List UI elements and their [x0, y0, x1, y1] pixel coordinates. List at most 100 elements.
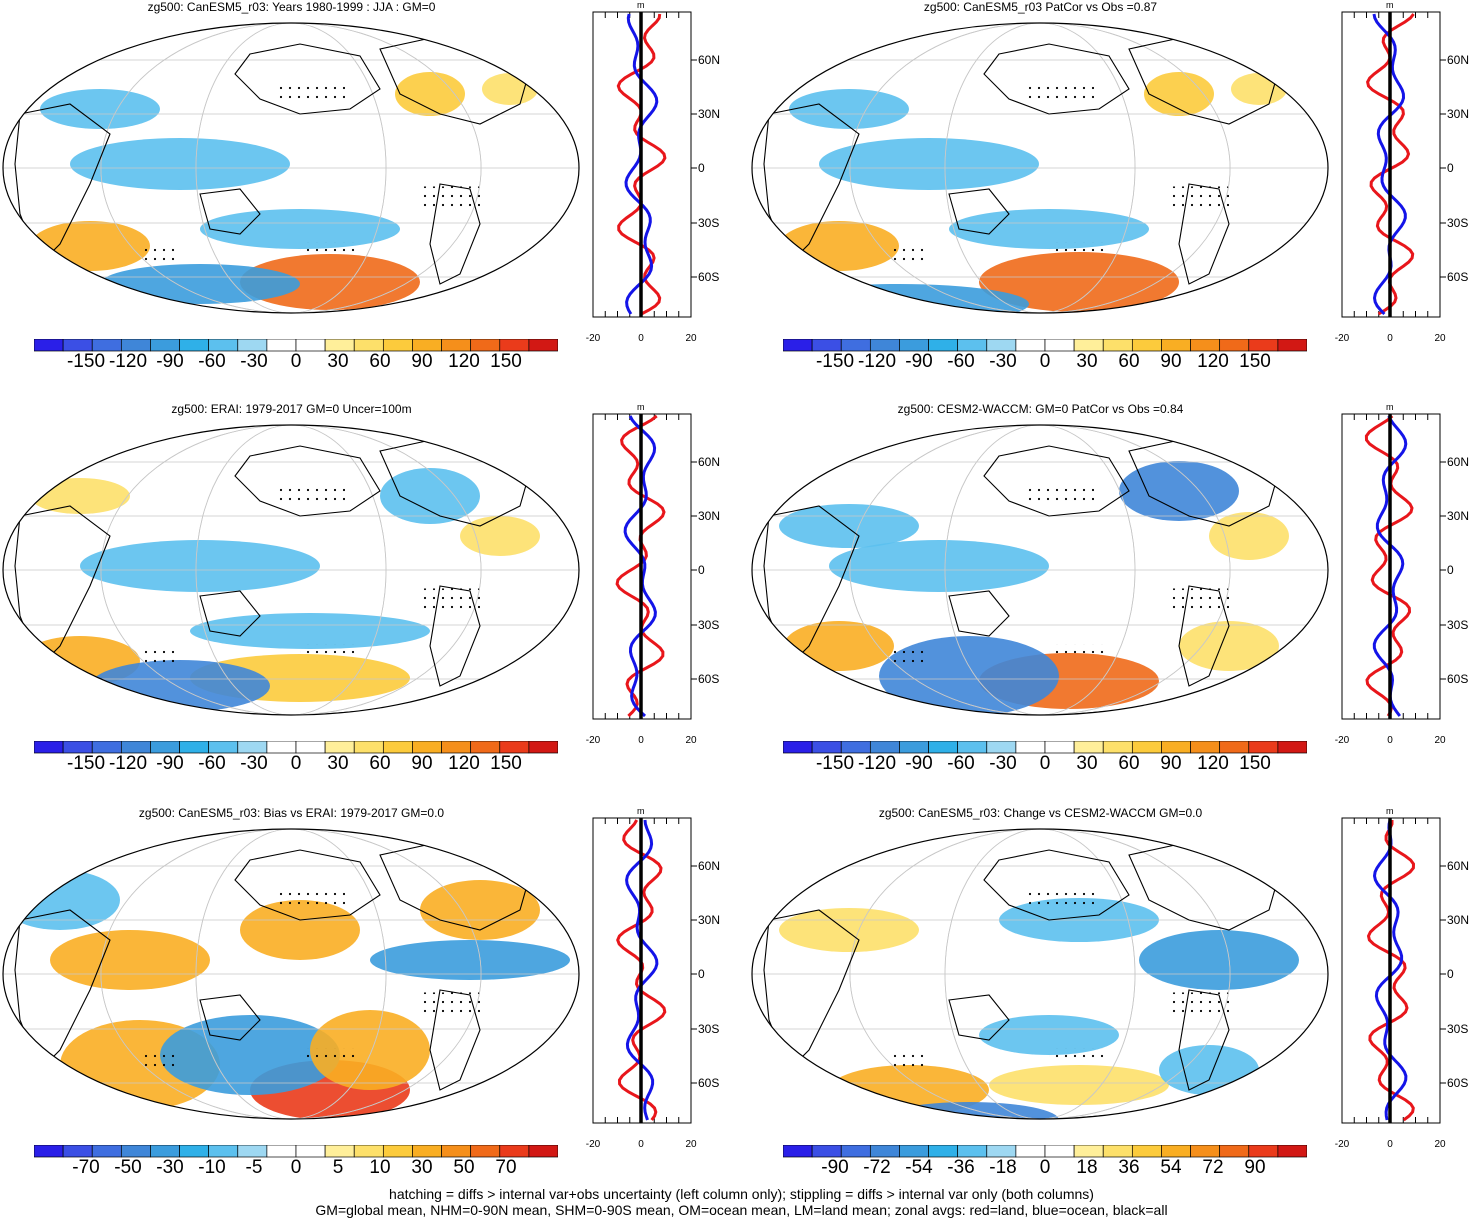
colorbar-tick-label: 18 — [1076, 1157, 1098, 1178]
map-border — [751, 424, 1329, 716]
colorbar-box — [412, 741, 442, 754]
colorbar-box — [237, 339, 268, 352]
stippling-area — [140, 648, 180, 664]
robinson-map — [2, 424, 580, 716]
longitude-line — [100, 425, 482, 715]
colorbar-tick-label: 5 — [332, 1157, 344, 1178]
zonal-average-plot — [592, 413, 697, 720]
colorbar-box — [120, 741, 151, 754]
stippling-area — [1169, 588, 1229, 614]
colorbar-tick-label: 120 — [1197, 351, 1229, 372]
colorbar-box — [382, 339, 413, 352]
map-title: zg500: ERAI: 1979-2017 GM=0 Uncer=100m — [171, 402, 412, 416]
field-contour — [190, 613, 430, 649]
map-border — [751, 828, 1329, 1120]
field-contour — [1159, 1045, 1259, 1095]
colorbar-box — [1102, 1145, 1133, 1158]
field-contour — [70, 138, 290, 190]
zonal-latitude-label: 60N — [698, 53, 721, 67]
field-contour — [789, 89, 909, 129]
colorbar-box — [208, 741, 239, 754]
colorbar-box — [986, 339, 1017, 352]
colorbar-box — [208, 1145, 239, 1158]
colorbar-box — [382, 1145, 413, 1158]
coastline — [234, 849, 381, 921]
zonal-ocean-curve — [1372, 819, 1408, 1121]
coastline — [983, 445, 1130, 517]
longitude-line — [849, 425, 1231, 715]
zonal-latitude-label: 0 — [1447, 161, 1454, 175]
colorbar-box — [120, 339, 151, 352]
zonal-latitude-label: 30S — [698, 1022, 720, 1036]
zonal-latitude-label: 60N — [698, 455, 721, 469]
coastline — [763, 103, 860, 265]
field-contour — [370, 940, 570, 980]
colorbar-box — [499, 741, 530, 754]
longitude-line — [944, 829, 1136, 1119]
colorbar-tick-label: 30 — [411, 1157, 433, 1178]
field-contour — [989, 1065, 1169, 1105]
colorbar — [34, 741, 558, 754]
colorbar-tick-label: -60 — [198, 351, 226, 372]
colorbar-tick-label: -10 — [198, 1157, 226, 1178]
zonal-unit-label: m — [637, 806, 645, 816]
colorbar-box — [1044, 1145, 1075, 1158]
zonal-latitude-label: 30S — [1447, 618, 1469, 632]
stippling-area — [420, 992, 480, 1018]
field-contour — [1144, 72, 1214, 116]
field-contour — [30, 478, 130, 514]
zonal-unit-label: m — [637, 402, 645, 412]
zonal-x-tick-label: 0 — [1387, 735, 1393, 746]
colorbar-tick-label: -30 — [240, 753, 268, 774]
zonal-ocean-curve — [625, 819, 659, 1121]
colorbar-box — [1131, 339, 1162, 352]
coastline — [983, 849, 1130, 921]
colorbar-tick-label: -90 — [905, 753, 933, 774]
zonal-land-curve — [1366, 820, 1416, 1122]
colorbar-box — [811, 741, 842, 754]
coastline — [1178, 585, 1230, 687]
coastline — [234, 445, 381, 517]
stippling-area — [1049, 242, 1109, 256]
coastline — [429, 585, 481, 687]
zonal-ocean-curve — [623, 415, 657, 718]
colorbar-tick-label: -120 — [108, 351, 148, 372]
colorbar-box — [928, 741, 959, 754]
colorbar-box — [869, 741, 900, 754]
colorbar-tick-label: 60 — [369, 351, 391, 372]
colorbar-box — [441, 339, 472, 352]
colorbar-box — [1015, 1145, 1046, 1158]
field-contour — [949, 209, 1149, 249]
coastline — [14, 909, 111, 1071]
field-contour — [779, 908, 919, 952]
colorbar-box — [382, 741, 413, 754]
colorbar-labels: -150 -120 -90 -60 -30 0 30 60 90 120 150 — [0, 351, 583, 375]
colorbar-tick-label: -90 — [905, 351, 933, 372]
colorbar-box — [1044, 339, 1075, 352]
colorbar-tick-label: -18 — [989, 1157, 1017, 1178]
colorbar-box — [1015, 339, 1046, 352]
field-contour — [819, 138, 1039, 190]
zonal-latitude-label: 30S — [698, 216, 720, 230]
colorbar — [783, 339, 1307, 352]
coastline — [948, 994, 1010, 1041]
colorbar-box — [1190, 1145, 1221, 1158]
map-panel: zg500: ERAI: 1979-2017 GM=0 Uncer=100m -… — [0, 402, 741, 802]
colorbar-tick-label: 30 — [327, 351, 349, 372]
colorbar-tick-label: 10 — [369, 1157, 391, 1178]
zonal-average-plot — [1341, 413, 1446, 720]
colorbar-box — [928, 1145, 959, 1158]
stippling-area — [275, 487, 345, 505]
colorbar-box — [1248, 339, 1279, 352]
map-border — [2, 424, 580, 716]
colorbar-box — [237, 1145, 268, 1158]
zonal-x-tick-label: 20 — [685, 333, 697, 344]
colorbar-box — [237, 741, 268, 754]
zonal-latitude-label: 30N — [1447, 509, 1470, 523]
field-contour — [779, 504, 919, 548]
colorbar-box — [899, 339, 929, 352]
colorbar-box — [1073, 741, 1104, 754]
field-contour — [1231, 73, 1287, 105]
zonal-x-tick-label: -20 — [1334, 735, 1350, 746]
colorbar-box — [840, 339, 871, 352]
